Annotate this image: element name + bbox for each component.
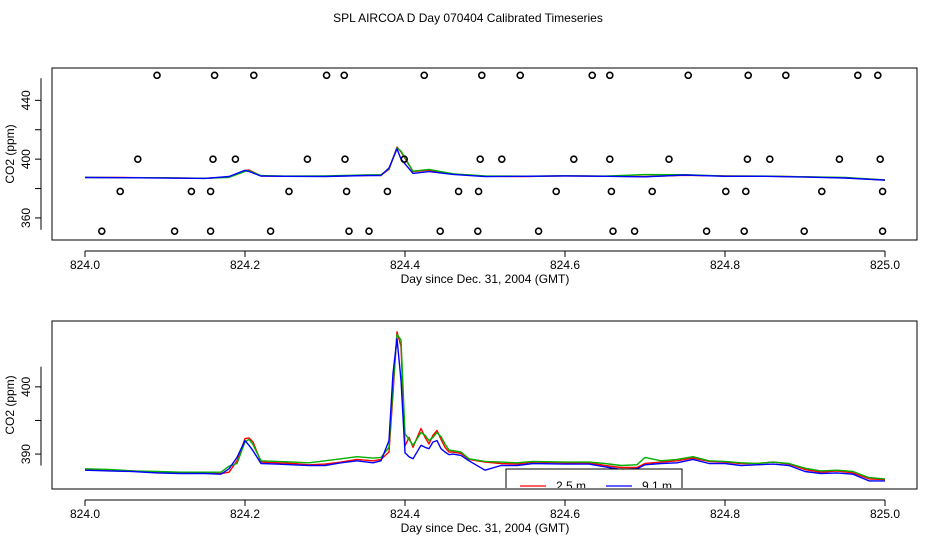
top-panel: 824.0 824.2 824.4 824.6 824.8 825.0 Day since … <box>3 67 918 286</box>
calibration-point <box>345 227 353 235</box>
calibration-point <box>187 187 196 196</box>
legend-label: 9.1 m <box>642 479 672 493</box>
calibration-point <box>552 187 561 196</box>
y-tick-label: 400 <box>19 377 33 397</box>
x-tick-label: 824.4 <box>390 258 420 272</box>
calibration-point <box>534 227 543 235</box>
calibration-point <box>569 155 578 163</box>
calibration-point <box>116 187 124 196</box>
calibration-point <box>648 187 657 196</box>
y-tick-label: 440 <box>19 90 33 110</box>
calibration-point <box>516 71 525 80</box>
calibration-point <box>781 71 790 80</box>
x-tick-label: 824.6 <box>550 258 580 272</box>
calibration-point <box>817 187 826 196</box>
calibration-point <box>497 155 506 163</box>
y-tick-label: 400 <box>19 149 33 169</box>
calibration-point <box>476 155 485 163</box>
x-tick-label: 825.0 <box>870 258 900 272</box>
calibration-point <box>609 227 617 235</box>
x-tick-label: 824.0 <box>70 507 100 521</box>
plot-frame <box>51 67 918 241</box>
plot-frame <box>51 320 918 490</box>
calibration-point <box>209 155 217 163</box>
calibration-point <box>630 227 639 235</box>
x-tick-label: 824.6 <box>550 507 580 521</box>
calibration-point <box>285 187 293 196</box>
calibration-point <box>605 155 614 163</box>
calibration-point <box>98 227 106 235</box>
calibration-point <box>765 155 774 163</box>
calibration-point <box>878 187 887 196</box>
calibration-point <box>250 71 258 80</box>
x-tick-label: 824.8 <box>710 507 740 521</box>
calibration-point <box>322 71 331 80</box>
calibration-point <box>206 187 215 196</box>
calibration-point <box>170 227 179 235</box>
x-tick-label: 824.2 <box>230 258 260 272</box>
x-tick-label: 824.8 <box>710 258 740 272</box>
calibration-point <box>266 227 275 235</box>
calibration-point <box>878 227 887 235</box>
calibration-point <box>607 187 616 196</box>
x-tick-label: 824.2 <box>230 507 260 521</box>
calibration-point <box>702 227 711 235</box>
calibration-point <box>303 155 312 163</box>
calibration-point <box>134 155 142 163</box>
calibration-point <box>744 71 753 80</box>
calibration-point <box>206 227 215 235</box>
series-line-4-0-m <box>84 147 886 181</box>
series-line-2-5-m <box>84 146 886 181</box>
calibration-point <box>588 71 597 80</box>
calibration-point <box>153 71 161 80</box>
calibration-point <box>741 187 750 196</box>
legend: 2.5 m 9.1 m <box>505 468 683 493</box>
y-tick-label: 360 <box>19 208 33 228</box>
calibration-point <box>665 155 673 163</box>
calibration-point <box>474 187 483 196</box>
legend-label: 2.5 m <box>556 479 586 493</box>
calibration-point <box>873 71 882 80</box>
calibration-point <box>400 155 409 163</box>
y-tick-label: 390 <box>19 444 33 464</box>
calibration-point <box>605 71 614 80</box>
bottom-panel: 824.0 824.2 824.4 824.6 824.8 825.0 Day since … <box>3 320 918 535</box>
series-line-2-5-m <box>84 331 886 481</box>
calibration-point <box>454 187 463 196</box>
legend-box <box>505 468 683 488</box>
calibration-point <box>740 227 749 235</box>
calibration-point <box>340 71 349 80</box>
calibration-point <box>473 227 482 235</box>
x-tick-label: 824.4 <box>390 507 420 521</box>
calibration-point <box>684 71 693 80</box>
calibration-point <box>743 155 752 163</box>
series-line-9-1-m <box>84 337 885 482</box>
calibration-point <box>341 155 349 163</box>
x-axis-label: Day since Dec. 31, 2004 (GMT) <box>401 272 570 286</box>
calibration-point <box>210 71 219 80</box>
series-group <box>84 146 886 181</box>
calibration-point <box>800 227 809 235</box>
series-group <box>84 331 886 482</box>
calibration-point <box>853 71 862 80</box>
y-axis-label: CO2 (ppm) <box>3 124 17 183</box>
calibration-point <box>231 155 240 163</box>
calibration-point <box>365 227 373 235</box>
y-axis-label: CO2 (ppm) <box>3 375 17 434</box>
series-line-4-0-m <box>84 333 886 480</box>
calibration-point <box>477 71 486 80</box>
x-axis-label: Day since Dec. 31, 2004 (GMT) <box>401 521 570 535</box>
x-tick-label: 824.0 <box>70 258 100 272</box>
calibration-point <box>383 187 392 196</box>
figure-title: SPL AIRCOA D Day 070404 Calibrated Times… <box>333 11 603 25</box>
x-tick-label: 825.0 <box>870 507 900 521</box>
calibration-point <box>436 227 445 235</box>
calibration-point <box>420 71 429 80</box>
calibration-point <box>835 155 844 163</box>
calibration-point <box>342 187 351 196</box>
calibration-point <box>721 187 730 196</box>
calibration-point <box>876 155 885 163</box>
